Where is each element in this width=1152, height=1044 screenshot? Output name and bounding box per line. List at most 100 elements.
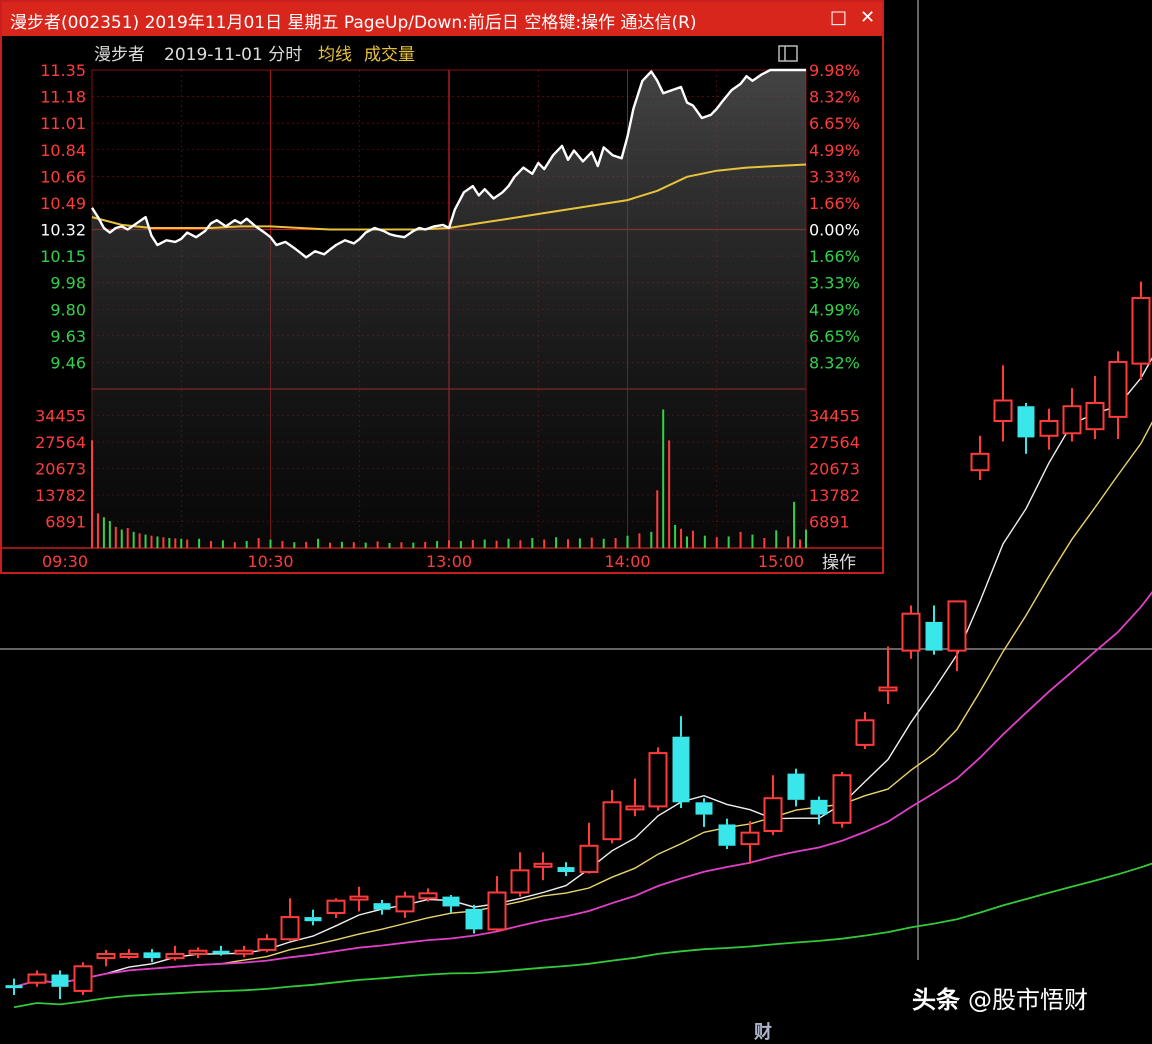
time-tick-label: 13:00 xyxy=(426,552,472,571)
candle-body xyxy=(558,867,575,872)
candle xyxy=(650,747,667,810)
candle xyxy=(305,910,322,926)
candle-body xyxy=(351,897,368,900)
candle xyxy=(190,947,207,958)
candle xyxy=(1087,376,1104,439)
percent-tick-label: 6.65% xyxy=(809,114,860,133)
candle xyxy=(604,790,621,843)
price-tick-label: 10.32 xyxy=(40,221,86,240)
candle-body xyxy=(696,802,713,814)
percent-tick-label: 8.32% xyxy=(809,353,860,372)
candle xyxy=(558,862,575,876)
percent-tick-label: 1.66% xyxy=(809,194,860,213)
price-tick-label: 9.98 xyxy=(50,274,86,293)
candle-body xyxy=(972,454,989,470)
price-tick-label: 10.15 xyxy=(40,247,86,266)
candle xyxy=(581,823,598,874)
candle xyxy=(627,779,644,817)
candle-body xyxy=(719,824,736,845)
candle xyxy=(466,905,483,934)
candle-body xyxy=(949,601,966,650)
candle xyxy=(926,606,943,655)
candle-body xyxy=(926,622,943,651)
time-tick-label: 09:30 xyxy=(42,552,88,571)
candle xyxy=(857,712,874,749)
candle xyxy=(397,892,414,918)
window-title: 漫步者(002351) 2019年11月01日 星期五 PageUp/Down:… xyxy=(10,8,697,33)
candle-body xyxy=(788,774,805,800)
percent-tick-label: 9.98% xyxy=(809,61,860,80)
candle xyxy=(443,895,460,913)
candle-body xyxy=(213,951,230,954)
candle-body xyxy=(144,952,161,958)
candle xyxy=(144,949,161,962)
price-tick-label: 11.01 xyxy=(40,114,86,133)
candle xyxy=(121,949,138,959)
candle xyxy=(995,365,1012,441)
candle xyxy=(489,876,506,931)
candle xyxy=(1018,403,1035,454)
candle xyxy=(880,647,897,704)
candle-body xyxy=(75,966,92,991)
candle-body xyxy=(627,806,644,809)
candle xyxy=(512,852,529,896)
candle-body xyxy=(374,903,391,910)
price-tick-label: 9.63 xyxy=(50,327,86,346)
candle xyxy=(1041,409,1058,450)
price-tick-label: 10.66 xyxy=(40,167,86,186)
candle-body xyxy=(98,954,115,958)
candle-body xyxy=(6,985,23,988)
candle xyxy=(6,979,23,995)
intraday-popup-window[interactable]: 漫步者(002351) 2019年11月01日 星期五 PageUp/Down:… xyxy=(0,0,884,574)
candle-body xyxy=(420,893,437,898)
candle-body xyxy=(52,975,69,987)
candle xyxy=(328,898,345,918)
percent-tick-label: 1.66% xyxy=(809,247,860,266)
candle xyxy=(742,821,759,864)
candle xyxy=(1110,351,1127,439)
candle xyxy=(282,898,299,941)
candle-body xyxy=(466,909,483,930)
volume-tick-label: 6891 xyxy=(45,513,86,532)
candle-body xyxy=(328,901,345,913)
candle xyxy=(972,436,989,480)
avg-line-legend: 均线 xyxy=(318,45,352,65)
candle xyxy=(167,946,184,961)
price-tick-label: 9.46 xyxy=(50,353,86,372)
candle-body xyxy=(604,802,621,839)
candle xyxy=(374,900,391,915)
watermark-brand: 头条 xyxy=(912,986,960,1014)
candle-body xyxy=(443,897,460,907)
window-titlebar[interactable]: 漫步者(002351) 2019年11月01日 星期五 PageUp/Down:… xyxy=(2,2,882,36)
panel-toggle-icon[interactable] xyxy=(779,46,797,61)
candle-body xyxy=(259,939,276,950)
percent-tick-label: 3.33% xyxy=(809,167,860,186)
restore-icon[interactable]: □ xyxy=(830,7,847,28)
candle-body xyxy=(811,800,828,815)
volume-tick-label: 20673 xyxy=(35,460,86,479)
operate-button[interactable]: 操作 xyxy=(822,553,856,572)
percent-tick-label: 0.00% xyxy=(809,221,860,240)
candle xyxy=(98,950,115,966)
candle xyxy=(903,606,920,659)
candle xyxy=(1133,282,1150,380)
candle-body xyxy=(742,833,759,844)
candle-body xyxy=(1087,403,1104,429)
candle-body xyxy=(765,798,782,831)
watermark-account: @股市悟财 xyxy=(968,986,1088,1014)
candle xyxy=(259,934,276,952)
candle xyxy=(236,946,253,957)
candle-body xyxy=(880,688,897,691)
candle xyxy=(765,775,782,835)
candle-body xyxy=(236,951,253,954)
time-tick-label: 10:30 xyxy=(247,552,293,571)
candle-body xyxy=(190,951,207,954)
volume-tick-label: 13782 xyxy=(35,486,86,505)
close-icon[interactable]: ✕ xyxy=(860,7,875,28)
candle xyxy=(75,962,92,995)
candle-body xyxy=(282,917,299,939)
percent-tick-label: 6.65% xyxy=(809,327,860,346)
candle-body xyxy=(673,737,690,803)
candle-body xyxy=(1110,362,1127,417)
